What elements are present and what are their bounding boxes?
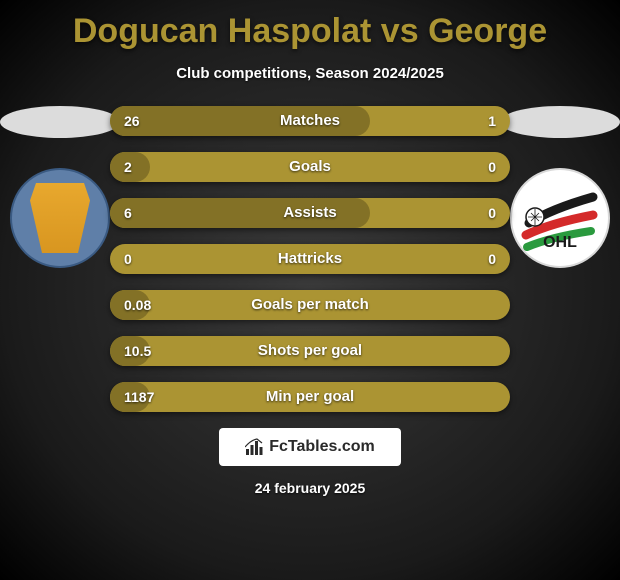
stat-label: Goals per match <box>110 290 510 320</box>
stat-row: 0.08Goals per match <box>110 290 510 320</box>
page-title: Dogucan Haspolat vs George <box>0 0 620 51</box>
date-text: 24 february 2025 <box>0 480 620 496</box>
stat-row: 1187Min per goal <box>110 382 510 412</box>
stats-table: 261Matches 20Goals 60Assists 00Hattricks 0.0… <box>110 106 510 412</box>
player-silhouette-left <box>0 106 120 138</box>
stat-label: Assists <box>110 198 510 228</box>
stat-label: Goals <box>110 152 510 182</box>
stat-label: Hattricks <box>110 244 510 274</box>
player-left-column <box>0 106 120 268</box>
stat-row: 10.5Shots per goal <box>110 336 510 366</box>
subtitle: Club competitions, Season 2024/2025 <box>0 65 620 82</box>
player-silhouette-right <box>500 106 620 138</box>
chart-bars-icon <box>245 438 263 456</box>
ohl-logo-icon: OHL <box>521 179 599 257</box>
club-badge-left <box>10 168 110 268</box>
stat-row: 20Goals <box>110 152 510 182</box>
stat-row: 261Matches <box>110 106 510 136</box>
stat-row: 00Hattricks <box>110 244 510 274</box>
stat-label: Matches <box>110 106 510 136</box>
main-content: OHL 261Matches 20Goals 60Assists 00Hattrick… <box>0 106 620 412</box>
branding-text: FcTables.com <box>269 438 375 456</box>
footer: FcTables.com 24 february 2025 <box>0 428 620 496</box>
club-badge-left-inner <box>30 183 90 253</box>
stat-row: 60Assists <box>110 198 510 228</box>
branding-pill: FcTables.com <box>219 428 401 466</box>
club-badge-right: OHL <box>510 168 610 268</box>
stat-label: Min per goal <box>110 382 510 412</box>
svg-text:OHL: OHL <box>543 234 577 251</box>
player-right-column: OHL <box>500 106 620 268</box>
stat-label: Shots per goal <box>110 336 510 366</box>
